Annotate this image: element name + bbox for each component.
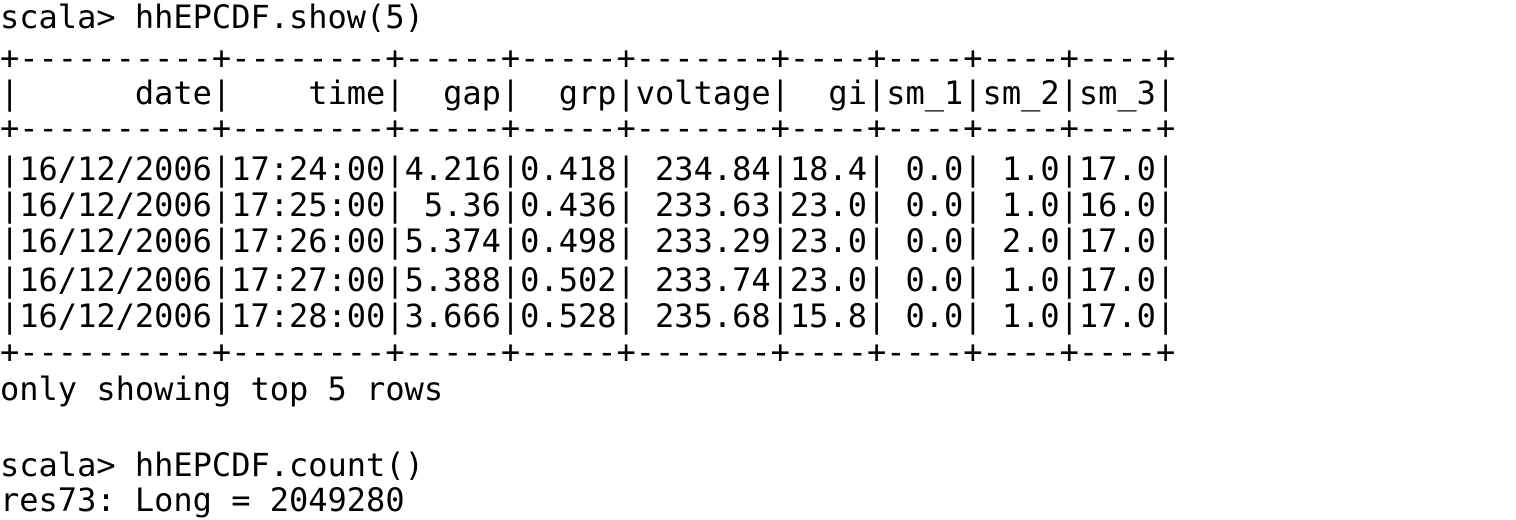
command-line-show: scala> hhEPCDF.show(5) <box>0 0 424 36</box>
table-border-mid: +----------+--------+-----+-----+-------… <box>0 109 1176 147</box>
table-row: |16/12/2006|17:27:00|5.388|0.502| 233.74… <box>0 261 1176 299</box>
command-line-count: scala> hhEPCDF.count() <box>0 446 424 484</box>
table-row: |16/12/2006|17:25:00| 5.36|0.436| 233.63… <box>0 186 1176 224</box>
footer-text: only showing top 5 rows <box>0 370 444 408</box>
table-border-top: +----------+--------+-----+-----+-------… <box>0 39 1176 77</box>
table-row: |16/12/2006|17:26:00|5.374|0.498| 233.29… <box>0 222 1176 260</box>
table-border-bottom: +----------+--------+-----+-----+-------… <box>0 333 1176 371</box>
table-row: |16/12/2006|17:28:00|3.666|0.528| 235.68… <box>0 297 1176 335</box>
table-header-row: | date| time| gap| grp|voltage| gi|sm_1|… <box>0 74 1176 112</box>
table-row: |16/12/2006|17:24:00|4.216|0.418| 234.84… <box>0 150 1176 188</box>
result-line: res73: Long = 2049280 <box>0 481 405 519</box>
